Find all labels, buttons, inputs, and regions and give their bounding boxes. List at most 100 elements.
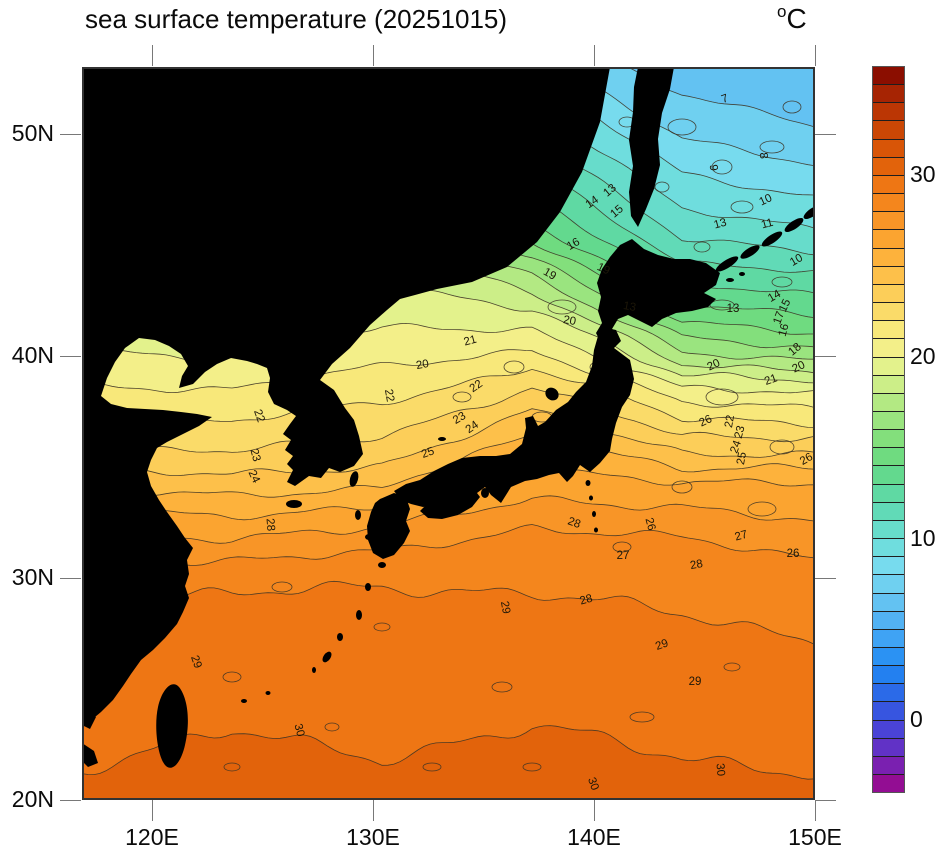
eddy-ring — [271, 581, 293, 593]
land-mass — [596, 239, 720, 348]
x-axis-tick-bottom — [814, 800, 816, 821]
eddy-ring — [612, 541, 632, 553]
contour-line-23 — [82, 387, 815, 455]
island — [349, 471, 359, 487]
contour-label-26: 26 — [642, 516, 657, 531]
colorbar-segment — [873, 539, 904, 558]
colorbar-segment — [873, 448, 904, 467]
contour-label-16: 16 — [565, 236, 582, 253]
eddy-ring — [522, 762, 542, 772]
colorbar-segment — [873, 375, 904, 394]
colorbar-segment — [873, 303, 904, 322]
colorbar-tick-label-0: 0 — [910, 706, 923, 733]
x-axis-tick-top — [814, 45, 816, 66]
eddy-ring — [747, 501, 777, 517]
contour-label-29: 29 — [188, 654, 204, 670]
contour-label-29: 29 — [498, 600, 512, 615]
colorbar-segment — [873, 357, 904, 376]
island — [592, 511, 596, 517]
contour-label-13: 13 — [712, 217, 727, 232]
contour-label-23: 23 — [247, 447, 262, 462]
x-axis-label-130e: 130E — [346, 824, 400, 850]
contour-label-22: 22 — [251, 408, 267, 424]
unit-letter: C — [786, 3, 807, 34]
contour-label-27: 27 — [733, 529, 748, 544]
contour-line-29 — [82, 580, 815, 645]
contour-label-26: 26 — [787, 548, 800, 560]
island — [322, 651, 332, 663]
island — [374, 540, 384, 546]
contour-label-26: 26 — [697, 413, 714, 429]
land-mass — [420, 489, 480, 519]
land-mass — [82, 743, 98, 767]
contour-label-16: 16 — [777, 322, 792, 337]
eddy-ring — [373, 622, 391, 632]
island-kuril — [715, 256, 739, 272]
eddy-ring — [324, 722, 340, 732]
colorbar-segment — [873, 67, 904, 86]
contour-line-30 — [82, 725, 815, 780]
colorbar-segment — [873, 684, 904, 703]
x-axis-label-140e: 140E — [567, 824, 621, 850]
land-mass — [82, 67, 610, 728]
colorbar-segment — [873, 430, 904, 449]
contour-label-24: 24 — [728, 438, 744, 455]
y-axis-tick-left — [60, 355, 81, 357]
y-axis-tick-right — [815, 355, 836, 357]
island — [265, 691, 271, 695]
y-axis-label-20n: 20N — [11, 786, 54, 812]
colorbar-segment — [873, 520, 904, 540]
contour-label-10: 10 — [757, 192, 774, 208]
colorbar-segment — [873, 484, 904, 503]
contour-line-21 — [82, 349, 815, 408]
island — [337, 633, 343, 641]
eddy-ring — [491, 681, 513, 693]
eddy-ring — [223, 762, 241, 772]
contour-label-28: 28 — [263, 518, 276, 532]
y-axis-tick-left — [60, 577, 81, 579]
colorbar-segment — [873, 411, 904, 431]
contour-label-25: 25 — [735, 451, 749, 466]
colorbar-segment — [873, 502, 904, 521]
contour-label-29: 29 — [689, 676, 702, 688]
island — [286, 500, 302, 508]
eddy-ring — [667, 118, 697, 136]
colorbar-segment — [873, 175, 904, 195]
colorbar-tick-label-30: 30 — [910, 161, 936, 188]
x-axis-tick-bottom — [151, 800, 153, 821]
island — [589, 495, 593, 501]
y-axis-tick-left — [60, 799, 81, 801]
contour-label-24: 24 — [246, 468, 263, 485]
eddy-ring — [503, 360, 525, 374]
contour-label-22: 22 — [382, 388, 396, 403]
y-axis-tick-right — [815, 577, 836, 579]
contour-line-28 — [82, 524, 815, 566]
x-axis-tick-top — [593, 45, 595, 66]
contour-label-28: 28 — [566, 515, 582, 531]
colorbar-segment — [873, 139, 904, 158]
contour-label-22: 22 — [723, 414, 737, 429]
island — [594, 527, 598, 533]
contour-label-21: 21 — [763, 372, 779, 388]
colorbar-segment — [873, 557, 904, 576]
eddy-ring — [782, 100, 802, 114]
land-mass — [82, 707, 96, 729]
colorbar-segment — [873, 466, 904, 485]
contour-label-20: 20 — [705, 357, 722, 373]
colorbar-segment — [873, 629, 904, 648]
colorbar-segment — [873, 194, 904, 213]
chart-title: sea surface temperature (20251015) — [85, 4, 508, 34]
contour-label-28: 28 — [689, 558, 704, 572]
colorbar — [872, 66, 905, 793]
contour-label-8: 8 — [757, 152, 770, 159]
colorbar-segment — [873, 85, 904, 104]
island-kuril — [784, 218, 804, 232]
island — [545, 387, 559, 401]
unit-label: oC — [777, 2, 807, 35]
eddy-ring — [730, 200, 754, 214]
land-mass — [394, 328, 634, 507]
colorbar-segment — [873, 593, 904, 612]
island — [585, 480, 591, 486]
eddy-ring — [671, 480, 693, 494]
